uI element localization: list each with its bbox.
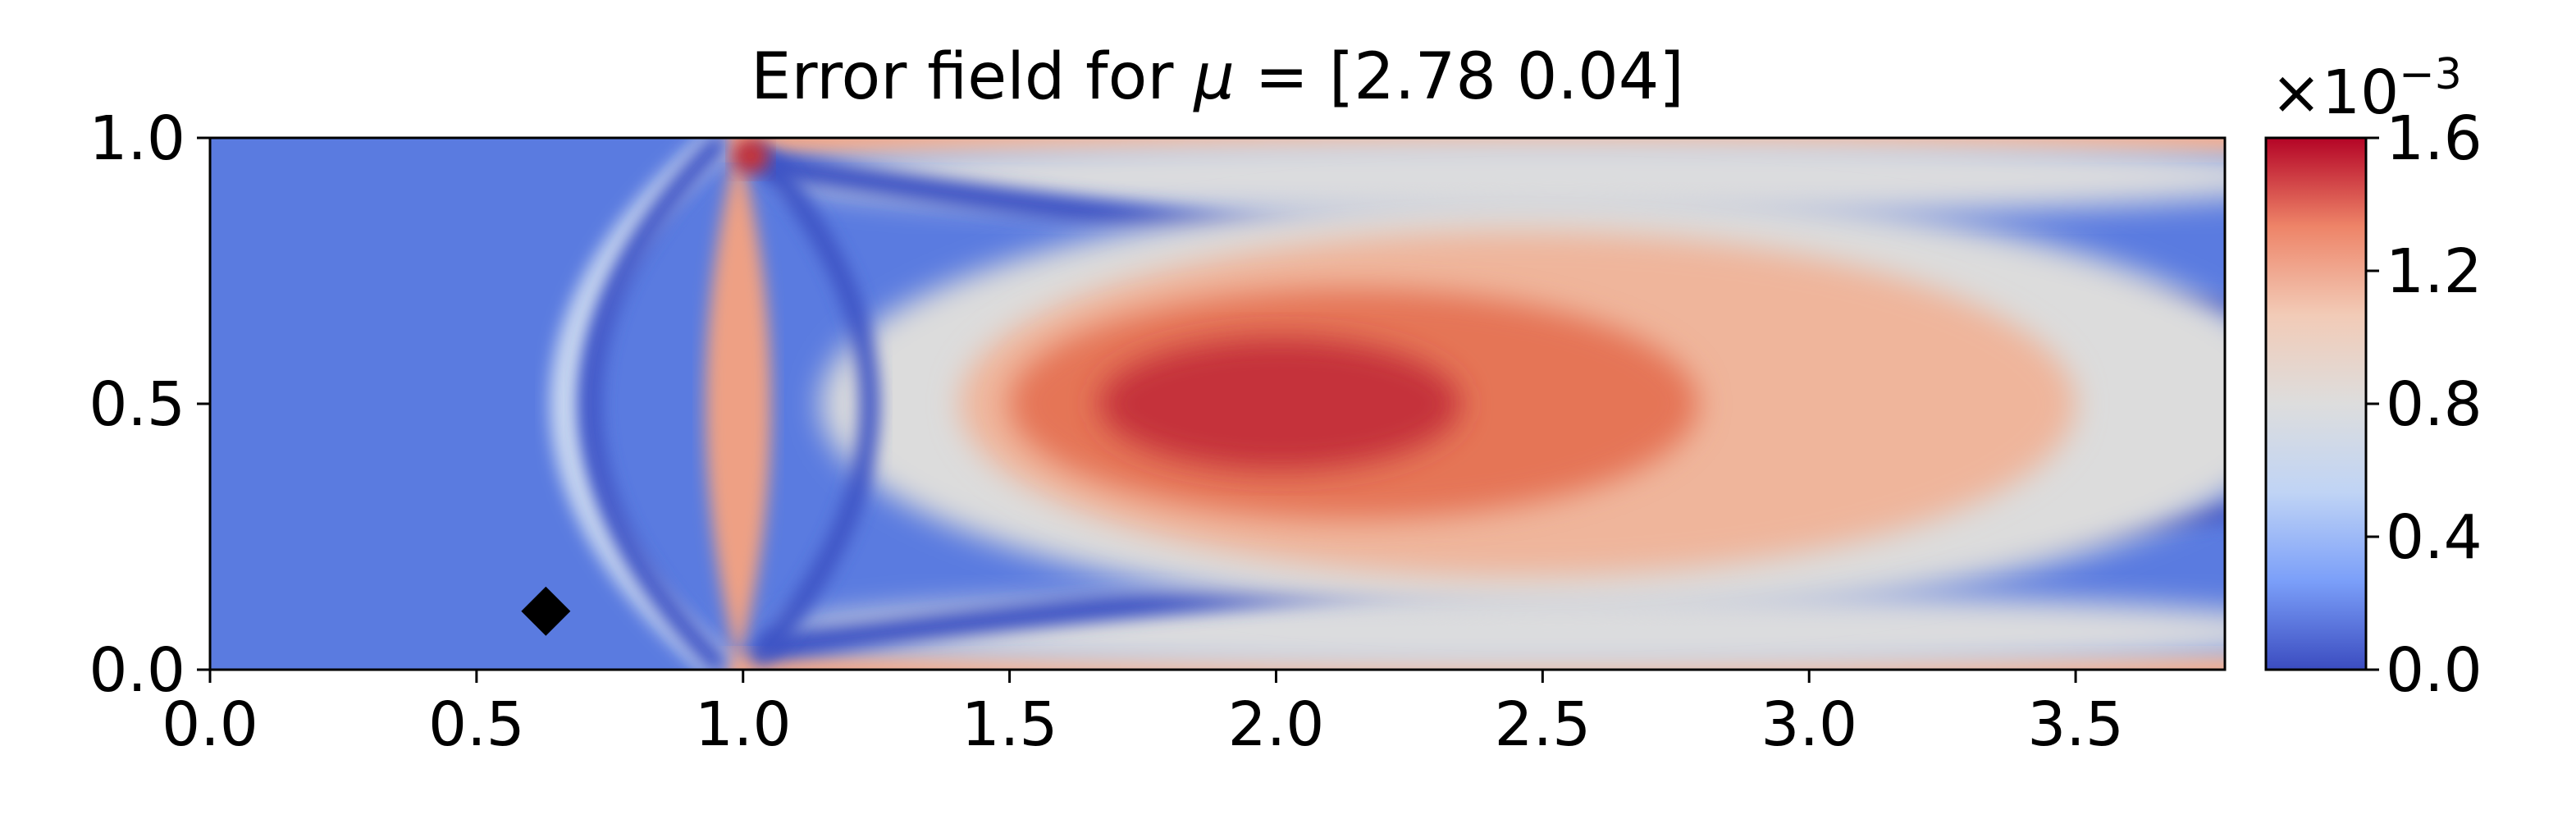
heatmap-field [210, 138, 2225, 670]
x-tick-label: 2.0 [1228, 689, 1325, 760]
colorbar-tick-label: 1.6 [2386, 103, 2482, 174]
colorbar-axis: 0.0 0.4 0.8 1.2 1.6 [2366, 103, 2482, 706]
colorbar-tick-label: 0.0 [2386, 635, 2482, 706]
x-tick-label: 0.5 [428, 689, 525, 760]
upper-light-layer [779, 138, 2225, 217]
chart-title: Error field for μ = [2.78 0.04] [751, 40, 1684, 114]
x-tick-label: 0.0 [162, 689, 258, 760]
bow-arc-dark [580, 138, 730, 670]
y-tick-label: 0.5 [89, 369, 185, 440]
inlet-band [706, 141, 771, 666]
x-tick-label: 2.5 [1494, 689, 1591, 760]
colorbar-tick-label: 1.2 [2386, 236, 2482, 307]
colorbar-scale-label: ×10−3 [2271, 50, 2462, 128]
x-tick-label: 3.5 [2027, 689, 2124, 760]
colorbar-tick-label: 0.8 [2386, 369, 2482, 440]
x-tick-label: 1.0 [695, 689, 792, 760]
x-tick-label: 3.0 [1761, 689, 1857, 760]
x-axis: 0.0 0.5 1.0 1.5 2.0 2.5 3.0 3.5 [162, 670, 2124, 760]
x-tick-label: 1.5 [961, 689, 1058, 760]
inlet-hot-corner [733, 138, 769, 174]
central-hotspot [1099, 338, 1460, 469]
marker-layer [521, 586, 571, 636]
y-tick-label: 1.0 [89, 103, 185, 174]
colorbar-tick-label: 0.4 [2386, 502, 2482, 573]
colorbar [2264, 136, 2368, 671]
y-axis: 0.0 0.5 1.0 [89, 103, 210, 706]
diamond-marker [521, 586, 571, 636]
inlet-dark-curve [747, 140, 879, 668]
y-tick-label: 0.0 [89, 635, 185, 706]
